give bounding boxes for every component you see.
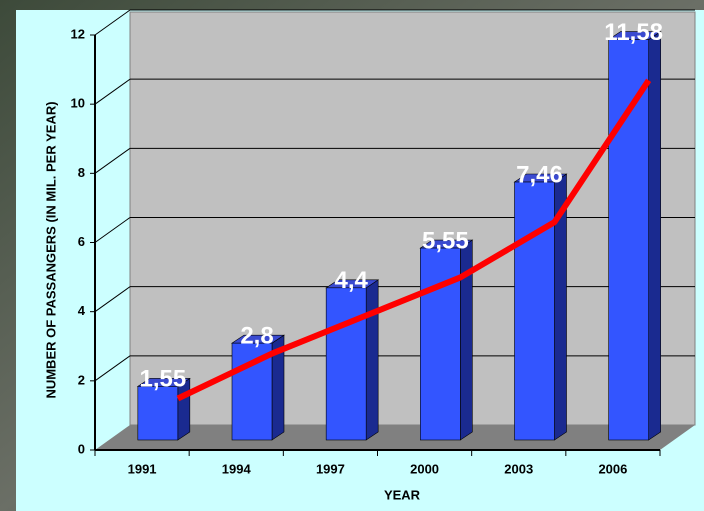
grid-line: [94, 147, 131, 174]
y-axis-title: NUMBER OF PASSANGERS (IN MIL. PER YEAR): [43, 101, 58, 398]
x-tick-label: 2003: [504, 461, 533, 476]
grid-line: [94, 9, 131, 36]
grid-line: [94, 217, 131, 243]
grid-line: [94, 286, 131, 313]
value-label: 5,55: [422, 227, 469, 254]
value-label: 1,55: [139, 366, 186, 393]
x-tick-label: 1991: [128, 461, 157, 476]
y-tick-label: 2: [78, 372, 85, 387]
value-label: 4,4: [334, 267, 368, 294]
x-axis-title: YEAR: [384, 487, 421, 502]
bar: [325, 287, 367, 441]
value-label: 7,46: [516, 161, 563, 188]
y-tick-label: 8: [78, 165, 85, 180]
x-tick-label: 1997: [316, 461, 345, 476]
y-tick-label: 10: [71, 96, 85, 111]
value-label: 2,8: [240, 323, 273, 350]
bar: [137, 386, 179, 441]
x-tick-label: 2006: [598, 461, 627, 476]
value-label: 11,58: [604, 19, 663, 46]
bar-side: [365, 279, 379, 441]
y-tick-label: 0: [78, 441, 85, 456]
x-tick-label: 1994: [222, 461, 252, 476]
y-tick-label: 4: [78, 303, 86, 318]
grid-line: [94, 78, 131, 105]
bar-side: [648, 30, 661, 441]
y-tick-label: 6: [78, 234, 85, 249]
y-tick-label: 12: [71, 26, 85, 41]
grid-line: [94, 355, 131, 382]
x-tick-label: 2000: [410, 461, 439, 476]
bar: [608, 39, 649, 441]
bar: [514, 181, 555, 441]
trend-line: [176, 78, 652, 402]
